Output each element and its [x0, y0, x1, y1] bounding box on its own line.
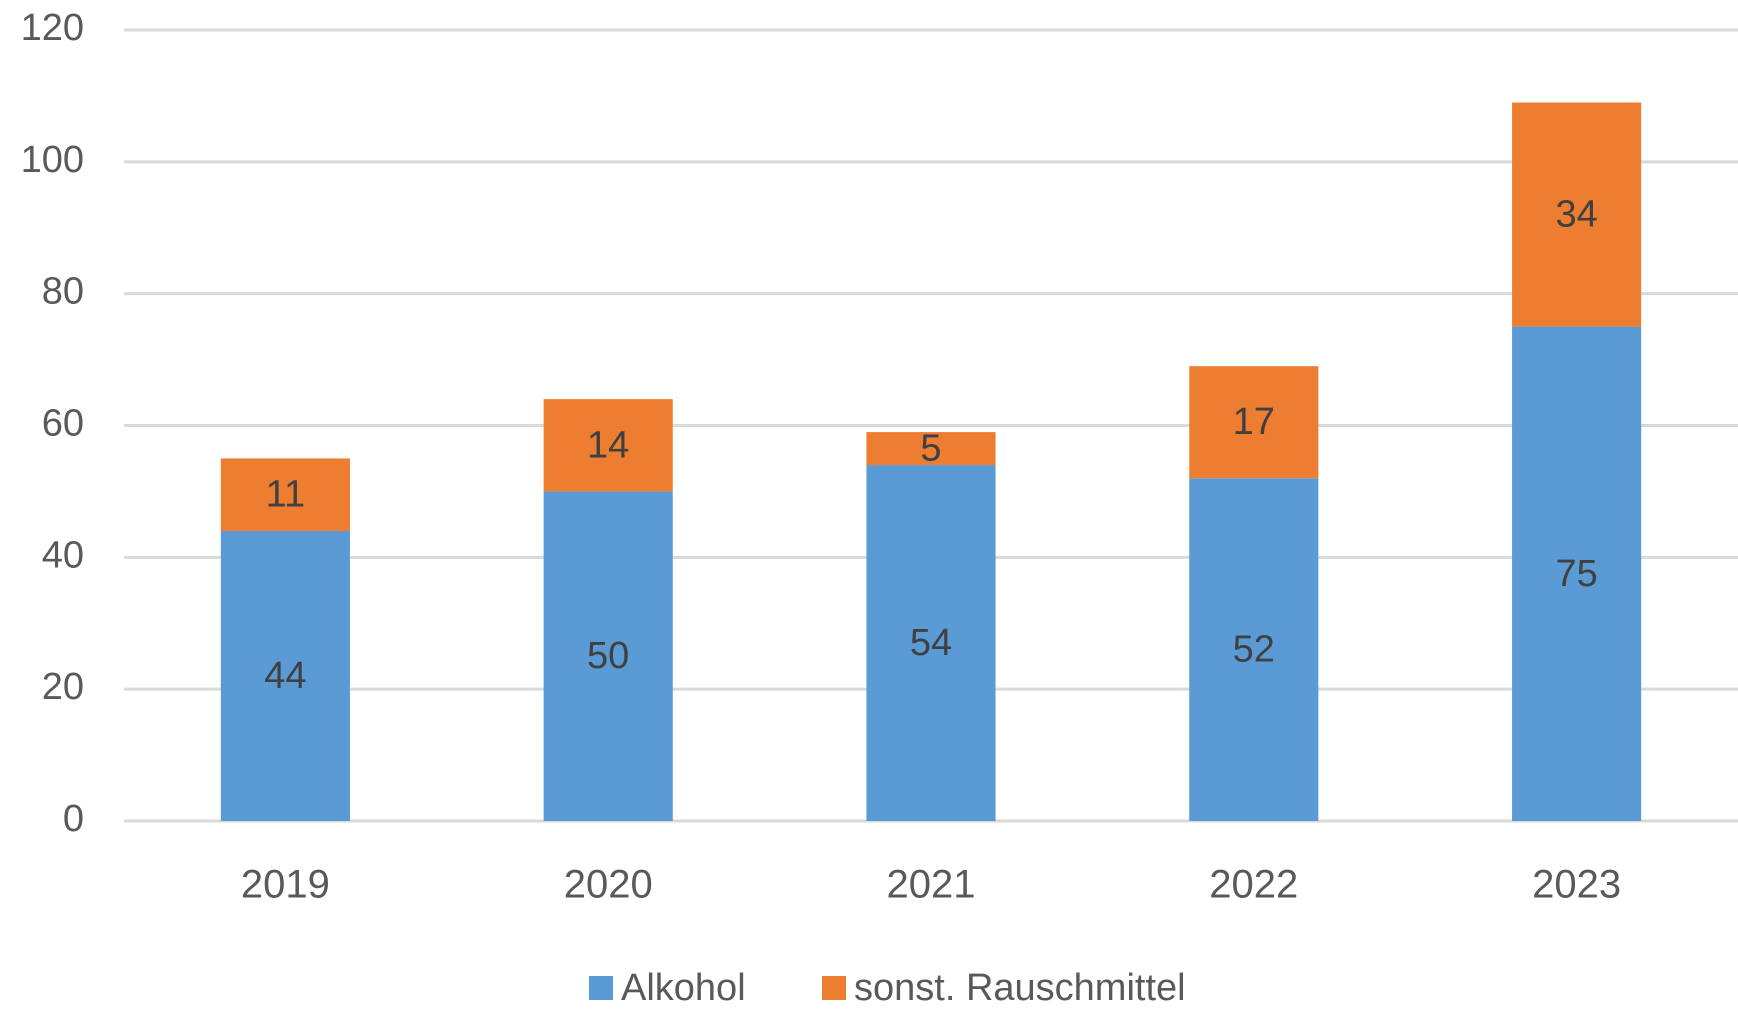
x-tick-label: 2023 [1532, 863, 1621, 907]
legend-swatch [822, 976, 846, 1000]
bar-segment [543, 399, 673, 492]
data-label: 14 [587, 424, 629, 466]
data-label: 5 [920, 428, 941, 470]
bar-segment [1512, 102, 1642, 327]
y-tick-label: 120 [21, 7, 84, 49]
data-label: 34 [1555, 194, 1597, 236]
bar-segment [1189, 478, 1319, 821]
y-tick-label: 60 [42, 403, 84, 445]
data-label: 75 [1555, 553, 1597, 595]
y-tick-label: 100 [21, 139, 84, 181]
bar-segment [866, 465, 996, 821]
data-label: 17 [1233, 401, 1275, 443]
legend-label: Alkohol [621, 967, 746, 1009]
bar-segment [220, 458, 350, 531]
bar-segment [1512, 326, 1642, 821]
data-label: 52 [1233, 629, 1275, 671]
y-tick-label: 40 [42, 534, 84, 576]
data-label: 44 [264, 655, 306, 697]
x-tick-label: 2022 [1209, 863, 1298, 907]
y-tick-label: 0 [63, 798, 84, 840]
data-label: 54 [910, 622, 952, 664]
x-tick-label: 2021 [887, 863, 976, 907]
bar-segment [220, 530, 350, 821]
legend-swatch [589, 976, 613, 1000]
bar-segment [543, 491, 673, 821]
data-label: 50 [587, 635, 629, 677]
bar-segment [866, 432, 996, 466]
y-tick-label: 80 [42, 271, 84, 313]
y-tick-label: 20 [42, 666, 84, 708]
x-tick-label: 2019 [241, 863, 330, 907]
legend-label: sonst. Rauschmittel [854, 967, 1186, 1009]
x-tick-label: 2020 [564, 863, 653, 907]
data-label: 11 [266, 474, 305, 516]
bar-segment [1189, 366, 1319, 479]
